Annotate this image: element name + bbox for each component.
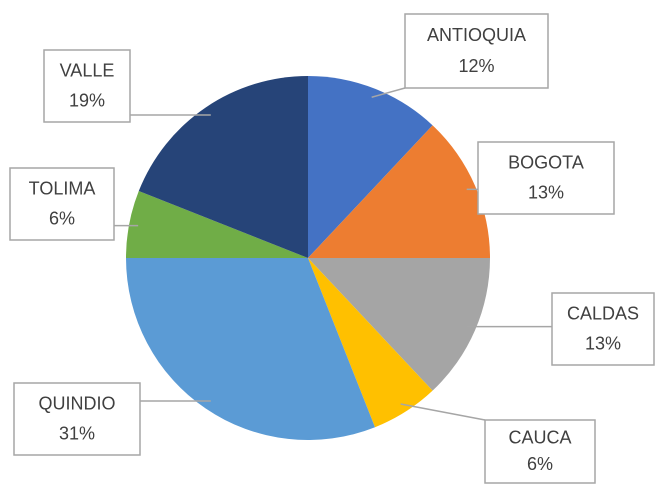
- label-box: [13, 382, 141, 456]
- leader-line: [371, 87, 406, 98]
- category-label: BOGOTA: [508, 152, 584, 172]
- category-label: ANTIOQUIA: [427, 25, 526, 45]
- pie-slice: [308, 258, 433, 428]
- label-box: [477, 141, 615, 215]
- pie-slice: [126, 258, 375, 440]
- pie-slice: [308, 76, 433, 258]
- value-label: 6%: [49, 209, 75, 229]
- pie-slice: [138, 76, 308, 258]
- value-label: 12%: [458, 56, 494, 76]
- label-box: [404, 13, 549, 89]
- label-box: [9, 167, 115, 241]
- label-box: [484, 419, 596, 484]
- value-label: 6%: [527, 454, 553, 474]
- category-label: CALDAS: [567, 303, 639, 323]
- category-label: VALLE: [60, 60, 115, 80]
- pie-slice: [308, 125, 490, 258]
- value-label: 13%: [585, 334, 621, 354]
- category-label: QUINDIO: [38, 393, 115, 413]
- value-label: 13%: [528, 183, 564, 203]
- pie-slice: [126, 191, 308, 258]
- category-label: CAUCA: [508, 428, 571, 448]
- label-box: [551, 292, 655, 366]
- value-label: 31%: [59, 424, 95, 444]
- value-label: 19%: [69, 91, 105, 111]
- label-box: [43, 49, 131, 123]
- category-label: TOLIMA: [29, 178, 96, 198]
- leader-line: [400, 403, 486, 421]
- pie-slice: [308, 258, 490, 391]
